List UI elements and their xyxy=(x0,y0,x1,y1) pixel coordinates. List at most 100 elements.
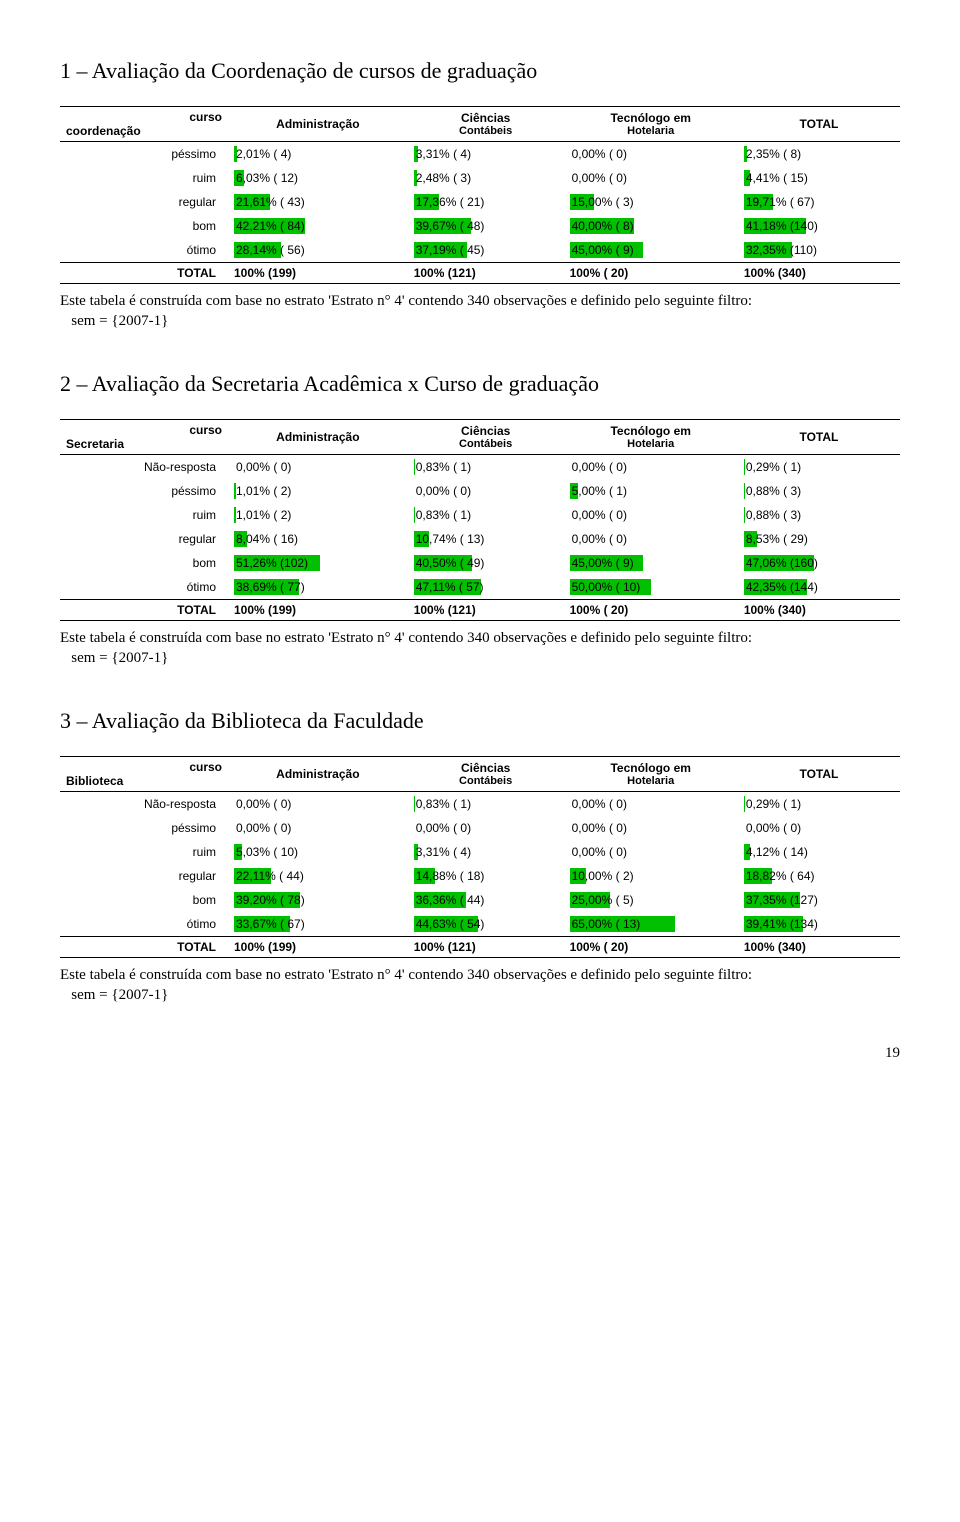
bar-cell: 0,00% ( 0) xyxy=(570,145,732,163)
bar-cell: 10,74% ( 13) xyxy=(414,530,558,548)
row-label: ótimo xyxy=(60,575,228,600)
row-header-label: cursoSecretaria xyxy=(60,420,228,455)
cell-value: 40,00% ( 8) xyxy=(570,219,634,233)
bar-cell: 22,11% ( 44) xyxy=(234,867,402,885)
cell-value: 47,11% ( 57) xyxy=(414,580,484,594)
data-cell: 44,63% ( 54) xyxy=(408,912,564,937)
data-cell: 0,88% ( 3) xyxy=(738,503,900,527)
cell-value: 51,26% (102) xyxy=(234,556,308,570)
bar-cell: 0,00% ( 0) xyxy=(570,506,732,524)
cell-value: 10,74% ( 13) xyxy=(414,532,485,546)
data-cell: 47,11% ( 57) xyxy=(408,575,564,600)
bar-cell: 0,29% ( 1) xyxy=(744,795,894,813)
data-cell: 17,36% ( 21) xyxy=(408,190,564,214)
data-cell: 39,67% ( 48) xyxy=(408,214,564,238)
table-row: ruim6,03% ( 12)2,48% ( 3)0,00% ( 0)4,41%… xyxy=(60,166,900,190)
total-row: TOTAL100% (199)100% (121)100% ( 20)100% … xyxy=(60,263,900,284)
bar-cell: 0,88% ( 3) xyxy=(744,506,894,524)
cell-value: 37,19% ( 45) xyxy=(414,243,485,257)
col-header: Tecnólogo emHotelaria xyxy=(564,757,738,792)
data-cell: 37,35% (127) xyxy=(738,888,900,912)
cell-value: 0,00% ( 0) xyxy=(234,797,291,811)
data-cell: 1,01% ( 2) xyxy=(228,503,408,527)
cell-value: 36,36% ( 44) xyxy=(414,893,485,907)
section-title: 1 – Avaliação da Coordenação de cursos d… xyxy=(60,58,900,84)
data-cell: 0,00% ( 0) xyxy=(408,816,564,840)
col-header: TOTAL xyxy=(738,757,900,792)
bar-cell: 8,04% ( 16) xyxy=(234,530,402,548)
table-row: péssimo0,00% ( 0)0,00% ( 0)0,00% ( 0)0,0… xyxy=(60,816,900,840)
bar-cell: 36,36% ( 44) xyxy=(414,891,558,909)
cell-value: 2,35% ( 8) xyxy=(744,147,801,161)
data-cell: 0,00% ( 0) xyxy=(564,840,738,864)
data-cell: 19,71% ( 67) xyxy=(738,190,900,214)
table-row: ruim5,03% ( 10)3,31% ( 4)0,00% ( 0)4,12%… xyxy=(60,840,900,864)
cell-value: 0,88% ( 3) xyxy=(744,508,801,522)
bar-cell: 2,35% ( 8) xyxy=(744,145,894,163)
bar-cell: 0,00% ( 0) xyxy=(414,482,558,500)
cell-value: 38,69% ( 77) xyxy=(234,580,305,594)
bar-cell: 37,19% ( 45) xyxy=(414,241,558,259)
cell-value: 8,04% ( 16) xyxy=(234,532,298,546)
cell-value: 2,01% ( 4) xyxy=(234,147,291,161)
cell-value: 0,00% ( 0) xyxy=(570,147,627,161)
data-cell: 25,00% ( 5) xyxy=(564,888,738,912)
data-cell: 65,00% ( 13) xyxy=(564,912,738,937)
row-label: péssimo xyxy=(60,479,228,503)
data-cell: 0,83% ( 1) xyxy=(408,503,564,527)
total-label: TOTAL xyxy=(60,600,228,621)
data-cell: 3,31% ( 4) xyxy=(408,142,564,167)
cell-value: 45,00% ( 9) xyxy=(570,243,634,257)
cell-value: 5,00% ( 1) xyxy=(570,484,627,498)
table-row: Não-resposta0,00% ( 0)0,83% ( 1)0,00% ( … xyxy=(60,792,900,817)
total-cell: 100% (199) xyxy=(228,937,408,958)
cell-value: 10,00% ( 2) xyxy=(570,869,634,883)
total-row: TOTAL100% (199)100% (121)100% ( 20)100% … xyxy=(60,937,900,958)
total-row: TOTAL100% (199)100% (121)100% ( 20)100% … xyxy=(60,600,900,621)
cell-value: 65,00% ( 13) xyxy=(570,917,641,931)
row-label: bom xyxy=(60,551,228,575)
data-cell: 10,00% ( 2) xyxy=(564,864,738,888)
row-label: péssimo xyxy=(60,142,228,167)
data-cell: 0,00% ( 0) xyxy=(228,455,408,480)
bar-cell: 47,06% (160) xyxy=(744,554,894,572)
bar-cell: 0,00% ( 0) xyxy=(234,819,402,837)
data-cell: 0,00% ( 0) xyxy=(738,816,900,840)
cell-value: 6,03% ( 12) xyxy=(234,171,298,185)
total-label: TOTAL xyxy=(60,263,228,284)
bar-cell: 19,71% ( 67) xyxy=(744,193,894,211)
row-label: ótimo xyxy=(60,912,228,937)
total-cell: 100% ( 20) xyxy=(564,263,738,284)
col-header: CiênciasContábeis xyxy=(408,420,564,455)
bar-cell: 0,00% ( 0) xyxy=(234,458,402,476)
bar-cell: 18,82% ( 64) xyxy=(744,867,894,885)
cell-value: 1,01% ( 2) xyxy=(234,484,291,498)
data-cell: 5,00% ( 1) xyxy=(564,479,738,503)
data-cell: 0,00% ( 0) xyxy=(564,792,738,817)
bar-cell: 4,12% ( 14) xyxy=(744,843,894,861)
cell-value: 39,67% ( 48) xyxy=(414,219,485,233)
bar-cell: 47,11% ( 57) xyxy=(414,578,558,596)
col-header: Administração xyxy=(228,107,408,142)
bar-cell: 3,31% ( 4) xyxy=(414,843,558,861)
cell-value: 5,03% ( 10) xyxy=(234,845,298,859)
bar-cell: 41,18% (140) xyxy=(744,217,894,235)
cell-value: 0,83% ( 1) xyxy=(414,460,471,474)
bar-cell: 39,20% ( 78) xyxy=(234,891,402,909)
cell-value: 42,35% (144) xyxy=(744,580,818,594)
data-cell: 42,35% (144) xyxy=(738,575,900,600)
cell-value: 25,00% ( 5) xyxy=(570,893,634,907)
row-header-label: cursocoordenação xyxy=(60,107,228,142)
table-row: péssimo 2,01% ( 4) 3,31% ( 4) 0,00% ( 0) 2,3… xyxy=(60,142,900,167)
data-cell: 3,31% ( 4) xyxy=(408,840,564,864)
data-table: cursocoordenaçãoAdministraçãoCiênciasCon… xyxy=(60,106,900,284)
data-table: cursoSecretariaAdministraçãoCiênciasCont… xyxy=(60,419,900,621)
bar-cell: 40,50% ( 49) xyxy=(414,554,558,572)
col-header: Administração xyxy=(228,420,408,455)
cell-value: 32,35% (110) xyxy=(744,243,817,257)
data-cell: 39,20% ( 78) xyxy=(228,888,408,912)
data-cell: 6,03% ( 12) xyxy=(228,166,408,190)
data-cell: 41,18% (140) xyxy=(738,214,900,238)
page-number: 19 xyxy=(60,1045,900,1062)
cell-value: 15,00% ( 3) xyxy=(570,195,634,209)
